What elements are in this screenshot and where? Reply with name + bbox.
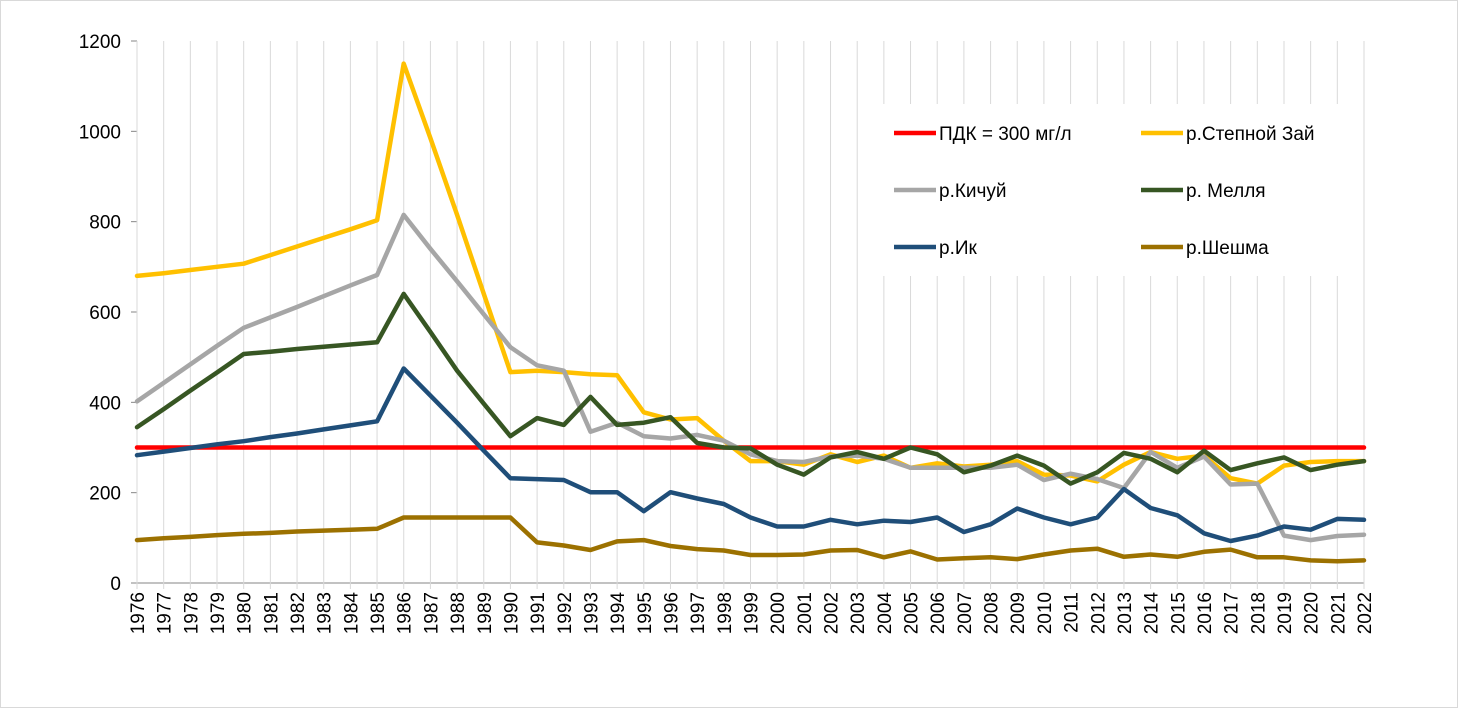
x-tick-label: 1980 [235,592,256,634]
x-tick-label: 1989 [475,592,496,634]
x-tick-label: 2001 [795,592,816,634]
series-line-6 [134,515,1367,564]
x-tick-label: 2008 [982,592,1003,634]
x-tick-label: 2012 [1088,592,1109,634]
x-tick-label: 1986 [395,592,416,634]
x-tick-label: 2006 [928,592,949,634]
x-tick-label: 2009 [1008,592,1029,634]
x-tick-label: 2000 [768,592,789,634]
x-tick-label: 1988 [448,592,469,634]
x-tick-label: 2019 [1275,592,1296,634]
x-tick-label: 1995 [635,592,656,634]
legend-label: р.Кичуй [939,181,1007,202]
y-tick-label: 200 [89,484,121,505]
x-tick-label: 2005 [902,592,923,634]
x-tick-label: 1983 [315,592,336,634]
legend-label: р. Мелля [1186,181,1266,202]
y-tick-label: 400 [89,393,121,414]
legend-label: р.Шешма [1186,238,1269,259]
x-tick-label: 1990 [501,592,522,634]
legend-background [881,104,1361,276]
x-tick-label: 2011 [1062,592,1083,633]
x-tick-label: 2021 [1328,592,1349,634]
x-tick-label: 2016 [1195,592,1216,634]
x-tick-label: 2010 [1035,592,1056,634]
series-line-2 [134,61,1367,486]
y-tick-label: 1200 [79,32,121,53]
x-tick-label: 2007 [955,592,976,634]
x-tick-label: 2003 [848,592,869,634]
x-tick-label: 1998 [715,592,736,634]
y-tick-label: 0 [110,574,121,595]
x-tick-label: 2022 [1355,592,1376,634]
y-tick-label: 800 [89,213,121,234]
legend: ПДК = 300 мг/л р.Степной Зай р.Кичуй р. Мел… [894,124,1315,259]
x-tick-label: 2020 [1302,592,1323,634]
x-tick-label: 1999 [742,592,763,634]
x-tick-label: 1977 [155,592,176,634]
x-tick-label: 1984 [341,592,362,635]
x-tick-label: 2017 [1222,592,1243,634]
x-tick-label: 1982 [288,592,309,634]
legend-label: р.Степной Зай [1186,124,1315,145]
series-line-4 [134,291,1367,486]
series-line-3 [134,212,1367,543]
series-lines [134,61,1367,564]
x-tick-label: 2015 [1168,592,1189,634]
x-tick-label: 1985 [368,592,389,634]
legend-label: р.Ик [939,238,978,259]
x-tick-label: 1976 [128,592,149,634]
x-tick-label: 1996 [661,592,682,634]
legend-label: ПДК = 300 мг/л [939,124,1072,145]
x-tick-label: 1987 [421,592,442,634]
x-tick-label: 2013 [1115,592,1136,634]
x-tick-label: 1994 [608,592,629,635]
x-tick-label: 1992 [555,592,576,634]
x-tick-label: 1993 [581,592,602,634]
x-tick-label: 2004 [875,592,896,635]
x-tick-label: 1981 [261,592,282,634]
series-line-5 [134,366,1367,544]
x-tick-label: 2018 [1248,592,1269,634]
x-tick-label: 1978 [181,592,202,634]
x-tick-label: 1991 [528,592,549,634]
axes: 0 200 400 600 800 1000 1200 1976 1977 1978 1979 198… [79,32,1376,634]
x-tick-label: 1979 [208,592,229,634]
x-tick-label: 2002 [822,592,843,634]
x-tick-label: 2014 [1142,592,1163,635]
y-tick-label: 600 [89,303,121,324]
y-tick-label: 1000 [79,122,121,143]
x-tick-label: 1997 [688,592,709,634]
